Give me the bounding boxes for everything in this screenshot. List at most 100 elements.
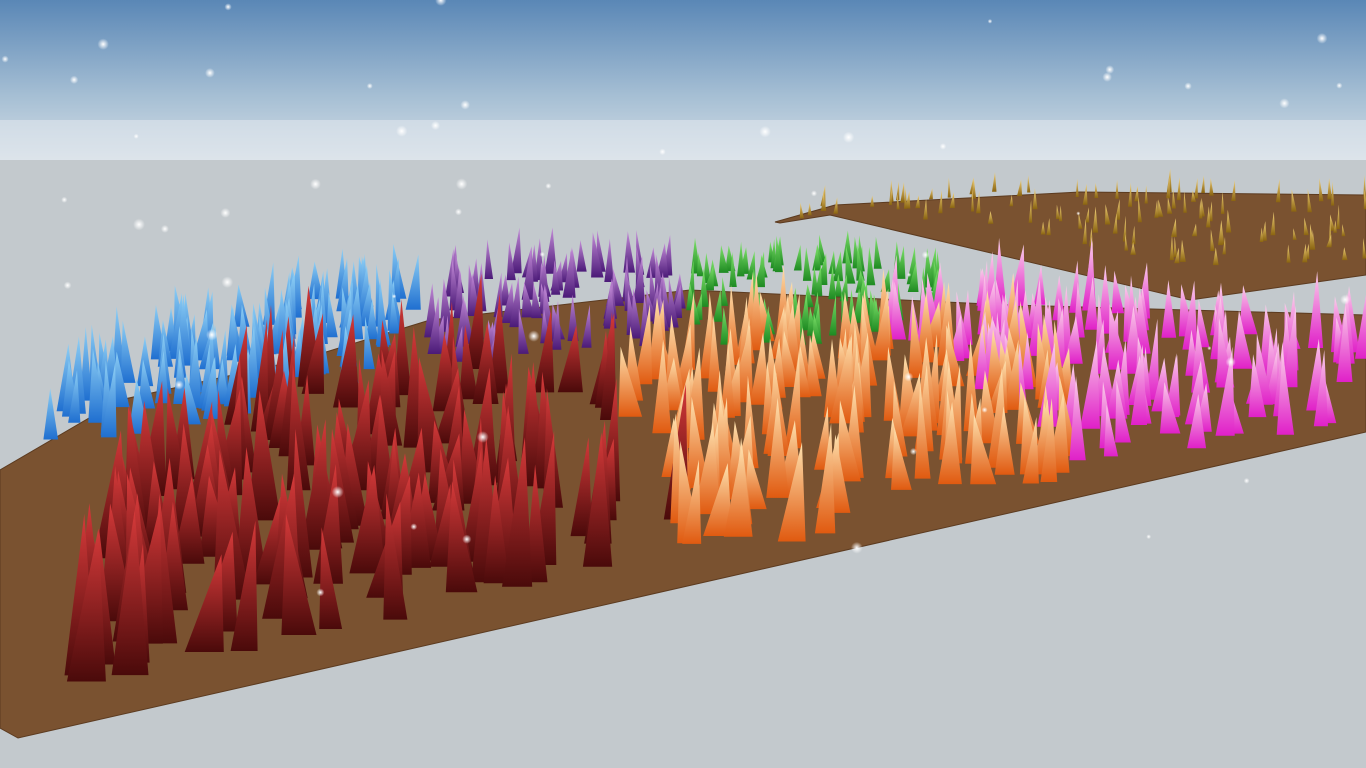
- sparkle: [842, 131, 855, 143]
- far-yellow-grass-patch-blade: [1362, 238, 1366, 259]
- far-yellow-grass-patch-blade: [1028, 200, 1033, 223]
- far-yellow-grass-patch-blade: [1131, 225, 1136, 245]
- pink-grass-patch-blade: [1313, 349, 1328, 427]
- sparkle: [987, 19, 993, 24]
- sparkle: [1146, 534, 1152, 540]
- far-yellow-grass-patch-blade: [1046, 218, 1051, 236]
- far-yellow-grass-patch-blade: [1210, 229, 1215, 251]
- blue-grass-patch-blade: [326, 292, 338, 338]
- blue-grass-patch-blade: [336, 258, 349, 312]
- blue-grass-patch-blade: [100, 362, 117, 438]
- blue-grass-patch-blade: [376, 277, 389, 347]
- far-yellow-grass-patch-blade: [1144, 185, 1148, 204]
- sparkle: [1336, 82, 1343, 89]
- red-grass-patch-blade: [557, 325, 583, 393]
- far-yellow-grass-patch-blade: [1222, 237, 1226, 255]
- sparkle: [391, 294, 397, 299]
- red-grass-patch-blade: [250, 319, 269, 432]
- blue-grass-patch-blade: [365, 298, 378, 340]
- pink-grass-patch-blade: [1308, 271, 1324, 348]
- pink-grass-patch-blade: [1111, 270, 1125, 314]
- orange-grass-patch-blade: [938, 401, 962, 485]
- sparkle: [1279, 98, 1290, 109]
- blue-grass-patch-blade: [88, 348, 107, 423]
- sparkle: [435, 0, 447, 6]
- sparkle: [903, 372, 914, 382]
- far-yellow-grass-patch-blade: [1157, 199, 1164, 217]
- sparkle: [366, 83, 373, 89]
- orange-grass-patch-blade: [743, 449, 767, 510]
- far-yellow-grass-patch-blade: [1056, 204, 1060, 219]
- purple-grass-patch-blade: [510, 227, 522, 274]
- far-yellow-grass-patch-blade: [888, 189, 892, 205]
- green-grass-patch-blade: [814, 264, 823, 297]
- sparkle: [206, 329, 218, 341]
- green-grass-patch-blade: [737, 241, 745, 277]
- green-grass-patch-blade: [762, 305, 771, 343]
- sparkle: [63, 281, 72, 290]
- red-grass-patch-blade: [319, 527, 343, 629]
- blue-grass-patch-blade: [308, 261, 324, 300]
- far-yellow-grass-patch-blade: [1173, 236, 1178, 258]
- sparkle: [539, 251, 545, 258]
- green-grass-patch-blade: [754, 251, 765, 288]
- orange-grass-patch-blade: [784, 351, 802, 449]
- pink-grass-patch-blade: [1191, 324, 1211, 393]
- purple-grass-patch-blade: [630, 288, 643, 339]
- far-yellow-grass-patch-blade: [1226, 209, 1232, 233]
- far-yellow-grass-patch-blade: [1167, 197, 1173, 214]
- green-grass-patch-blade: [703, 252, 712, 283]
- red-grass-patch-blade: [533, 309, 555, 393]
- red-grass-patch-blade: [286, 364, 311, 491]
- pink-grass-patch-blade: [1281, 305, 1298, 388]
- orange-grass-patch-blade: [914, 381, 931, 479]
- far-yellow-grass-patch-blade: [1032, 188, 1038, 210]
- far-yellow-grass-patch-blade: [1303, 217, 1309, 236]
- pink-grass-patch-blade: [1161, 280, 1177, 338]
- purple-grass-patch-blade: [551, 260, 561, 295]
- orange-grass-patch-blade: [1003, 339, 1020, 410]
- purple-grass-patch-blade: [518, 308, 529, 354]
- blue-grass-patch-blade: [154, 350, 169, 404]
- far-yellow-grass-patch-blade: [896, 181, 900, 201]
- orange-grass-patch-blade: [777, 442, 806, 542]
- sparkle: [1102, 72, 1112, 82]
- sparkle: [455, 178, 468, 190]
- green-grass-patch-blade: [866, 246, 876, 286]
- far-yellow-grass-patch-blade: [799, 202, 804, 219]
- green-grass-patch-blade: [828, 294, 837, 336]
- pink-grass-patch-blade: [1248, 354, 1267, 418]
- far-yellow-grass-patch-blade: [1342, 247, 1348, 261]
- far-yellow-grass-patch-blade: [1191, 190, 1196, 202]
- far-yellow-grass-patch-blade: [1174, 247, 1180, 264]
- purple-grass-patch-blade: [521, 282, 536, 318]
- blue-grass-patch-blade: [389, 291, 400, 334]
- pink-grass-patch-blade: [974, 324, 990, 390]
- orange-grass-patch-blade: [720, 341, 735, 418]
- sparkle: [759, 125, 771, 138]
- pink-grass-patch-blade: [1239, 285, 1258, 335]
- far-yellow-grass-patch-blade: [1201, 175, 1205, 193]
- far-yellow-grass-patch-blade: [1331, 181, 1335, 206]
- far-yellow-grass-patch-blade: [1180, 239, 1186, 262]
- green-grass-patch-blade: [896, 245, 906, 279]
- orange-grass-patch-blade: [634, 304, 653, 385]
- far-yellow-grass-patch-blade: [1363, 174, 1366, 199]
- pink-grass-patch-blade: [1028, 279, 1045, 356]
- red-grass-patch-blade: [502, 437, 533, 587]
- orange-grass-patch-blade: [778, 330, 800, 387]
- blue-grass-patch-blade: [173, 326, 187, 378]
- far-yellow-grass-patch-blade: [1082, 218, 1087, 245]
- pink-grass-patch-blade: [1108, 303, 1129, 370]
- far-yellow-grass-patch-blade: [1082, 183, 1088, 205]
- pink-grass-patch-blade: [1232, 310, 1253, 369]
- orange-grass-patch-blade: [699, 300, 714, 379]
- far-yellow-grass-patch-blade: [1166, 177, 1171, 199]
- orange-grass-patch-blade: [757, 292, 775, 342]
- sparkle: [430, 120, 441, 131]
- purple-grass-patch-blade: [604, 238, 614, 282]
- purple-grass-patch-blade: [552, 300, 562, 350]
- orange-grass-patch-blade: [749, 272, 764, 351]
